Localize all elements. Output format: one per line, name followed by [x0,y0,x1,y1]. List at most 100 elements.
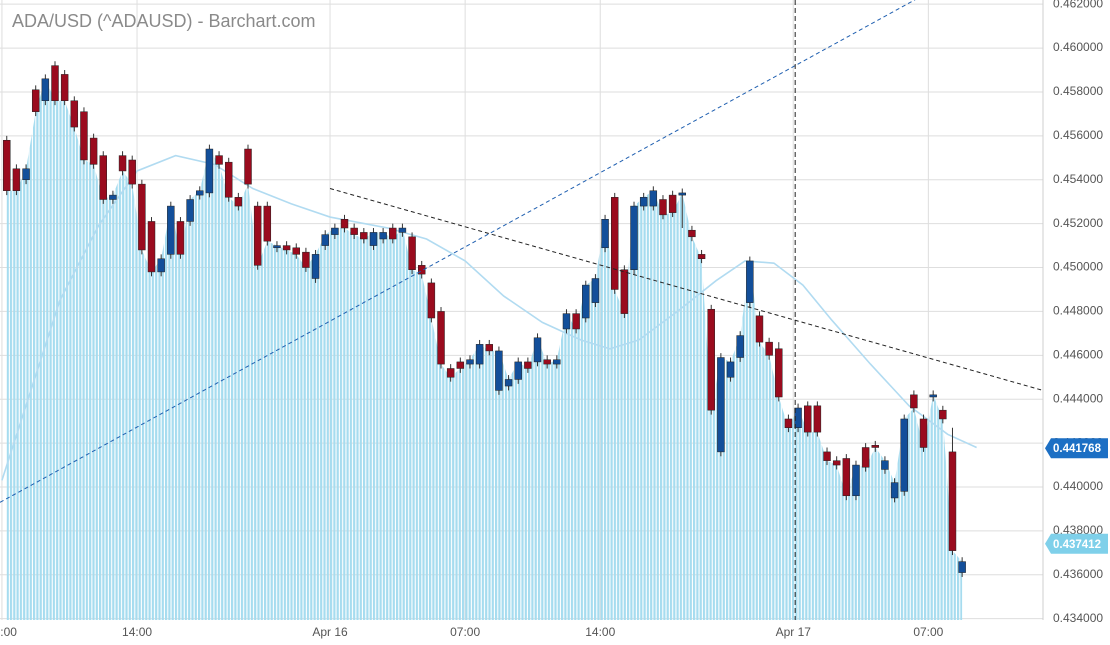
candle-body [620,269,629,314]
candle-body [70,100,79,128]
candle-body [147,221,156,273]
candle-body [804,405,812,433]
candle-body [292,247,300,255]
candle-body [389,227,397,240]
candle-body [51,65,59,101]
candle-body [524,361,532,369]
candle-body [746,260,754,303]
candle-body [543,359,551,365]
candle-body [939,409,947,420]
candle-body [861,447,870,468]
moving-average [1,154,977,481]
candle-body [215,155,223,165]
y-tick-label: 0.438000 [1053,523,1103,537]
candle-body [128,159,136,185]
x-tick-label: 14:00 [122,625,152,639]
candle-body [871,445,880,448]
candle-body [649,190,658,207]
candle-body [109,194,117,200]
candle-body [60,74,69,101]
candle-body [582,284,590,319]
y-tick-label: 0.450000 [1053,260,1103,274]
candle-body [157,258,165,273]
candle-body [610,197,619,290]
y-tick-label: 0.462000 [1053,0,1103,10]
candle-body [900,418,908,492]
candle-body [929,394,937,398]
trendline [0,0,916,503]
candle-body [224,161,233,198]
candle-body [842,458,851,497]
candle-body [553,359,561,365]
candle-body [591,278,600,303]
candle-body [919,418,928,448]
y-tick-label: 0.456000 [1053,128,1103,142]
candle-body [398,227,407,233]
price-tag-label: 0.437412 [1053,539,1101,551]
candle-body [736,335,744,358]
price-tag [1045,533,1108,554]
candle-body [562,313,571,330]
x-tick-label: Apr 17 [776,625,812,639]
candle-body [495,350,503,391]
candle-body [533,337,542,363]
candle-body [196,190,204,196]
candle-body [456,361,465,369]
candle-body [446,368,455,378]
candle-body [321,234,329,246]
candle-body [360,232,368,240]
y-tick-label: 0.444000 [1053,391,1103,405]
candle-body [765,341,773,356]
candle-body [417,265,426,275]
candle-body [813,405,822,433]
candle-body [3,139,11,191]
x-tick-label: 07:00 [913,625,943,639]
candle-body [80,111,88,161]
candle-body [485,344,493,352]
candle-body [427,282,436,319]
candle-body [282,245,291,251]
y-tick-label: 0.440000 [1053,479,1103,493]
candle-body [475,344,484,365]
candle-body [31,89,40,112]
candle-body [784,418,793,428]
candle-body [167,205,175,255]
candle-body [437,311,445,365]
chart-title: ADA/USD (^ADAUSD) - Barchart.com [12,11,316,31]
y-tick-label: 0.434000 [1053,611,1103,625]
y-tick-label: 0.452000 [1053,216,1103,230]
candle-body [881,460,889,470]
candle-body [659,199,667,216]
x-tick-label: 07:00 [450,625,480,639]
candle-body [572,313,580,330]
candle-body [707,308,715,411]
y-tick-label: 0.446000 [1053,347,1103,361]
candle-body [12,168,21,191]
candle-body [755,315,764,343]
y-tick-label: 0.458000 [1053,84,1103,98]
price-area [6,78,963,620]
candle-body [688,229,696,238]
candle-body [350,227,358,235]
candle-body [948,451,957,551]
candle-body [717,357,725,453]
y-tick-label: 0.436000 [1053,567,1103,581]
candle-body [234,197,243,207]
candle-body [263,205,272,242]
y-tick-label: 0.454000 [1053,172,1103,186]
candle-body [504,379,513,387]
price-tag [1045,438,1108,459]
candle-body [630,205,638,270]
candle-body [176,221,185,255]
candle-body [639,197,648,207]
candle-body [340,218,349,229]
candle-body [910,394,918,409]
candle-body [89,137,98,165]
candle-body [379,232,387,240]
candle-body [253,205,262,266]
plot-area [0,0,1043,620]
candle-body [186,199,194,222]
candle-body [726,361,735,378]
